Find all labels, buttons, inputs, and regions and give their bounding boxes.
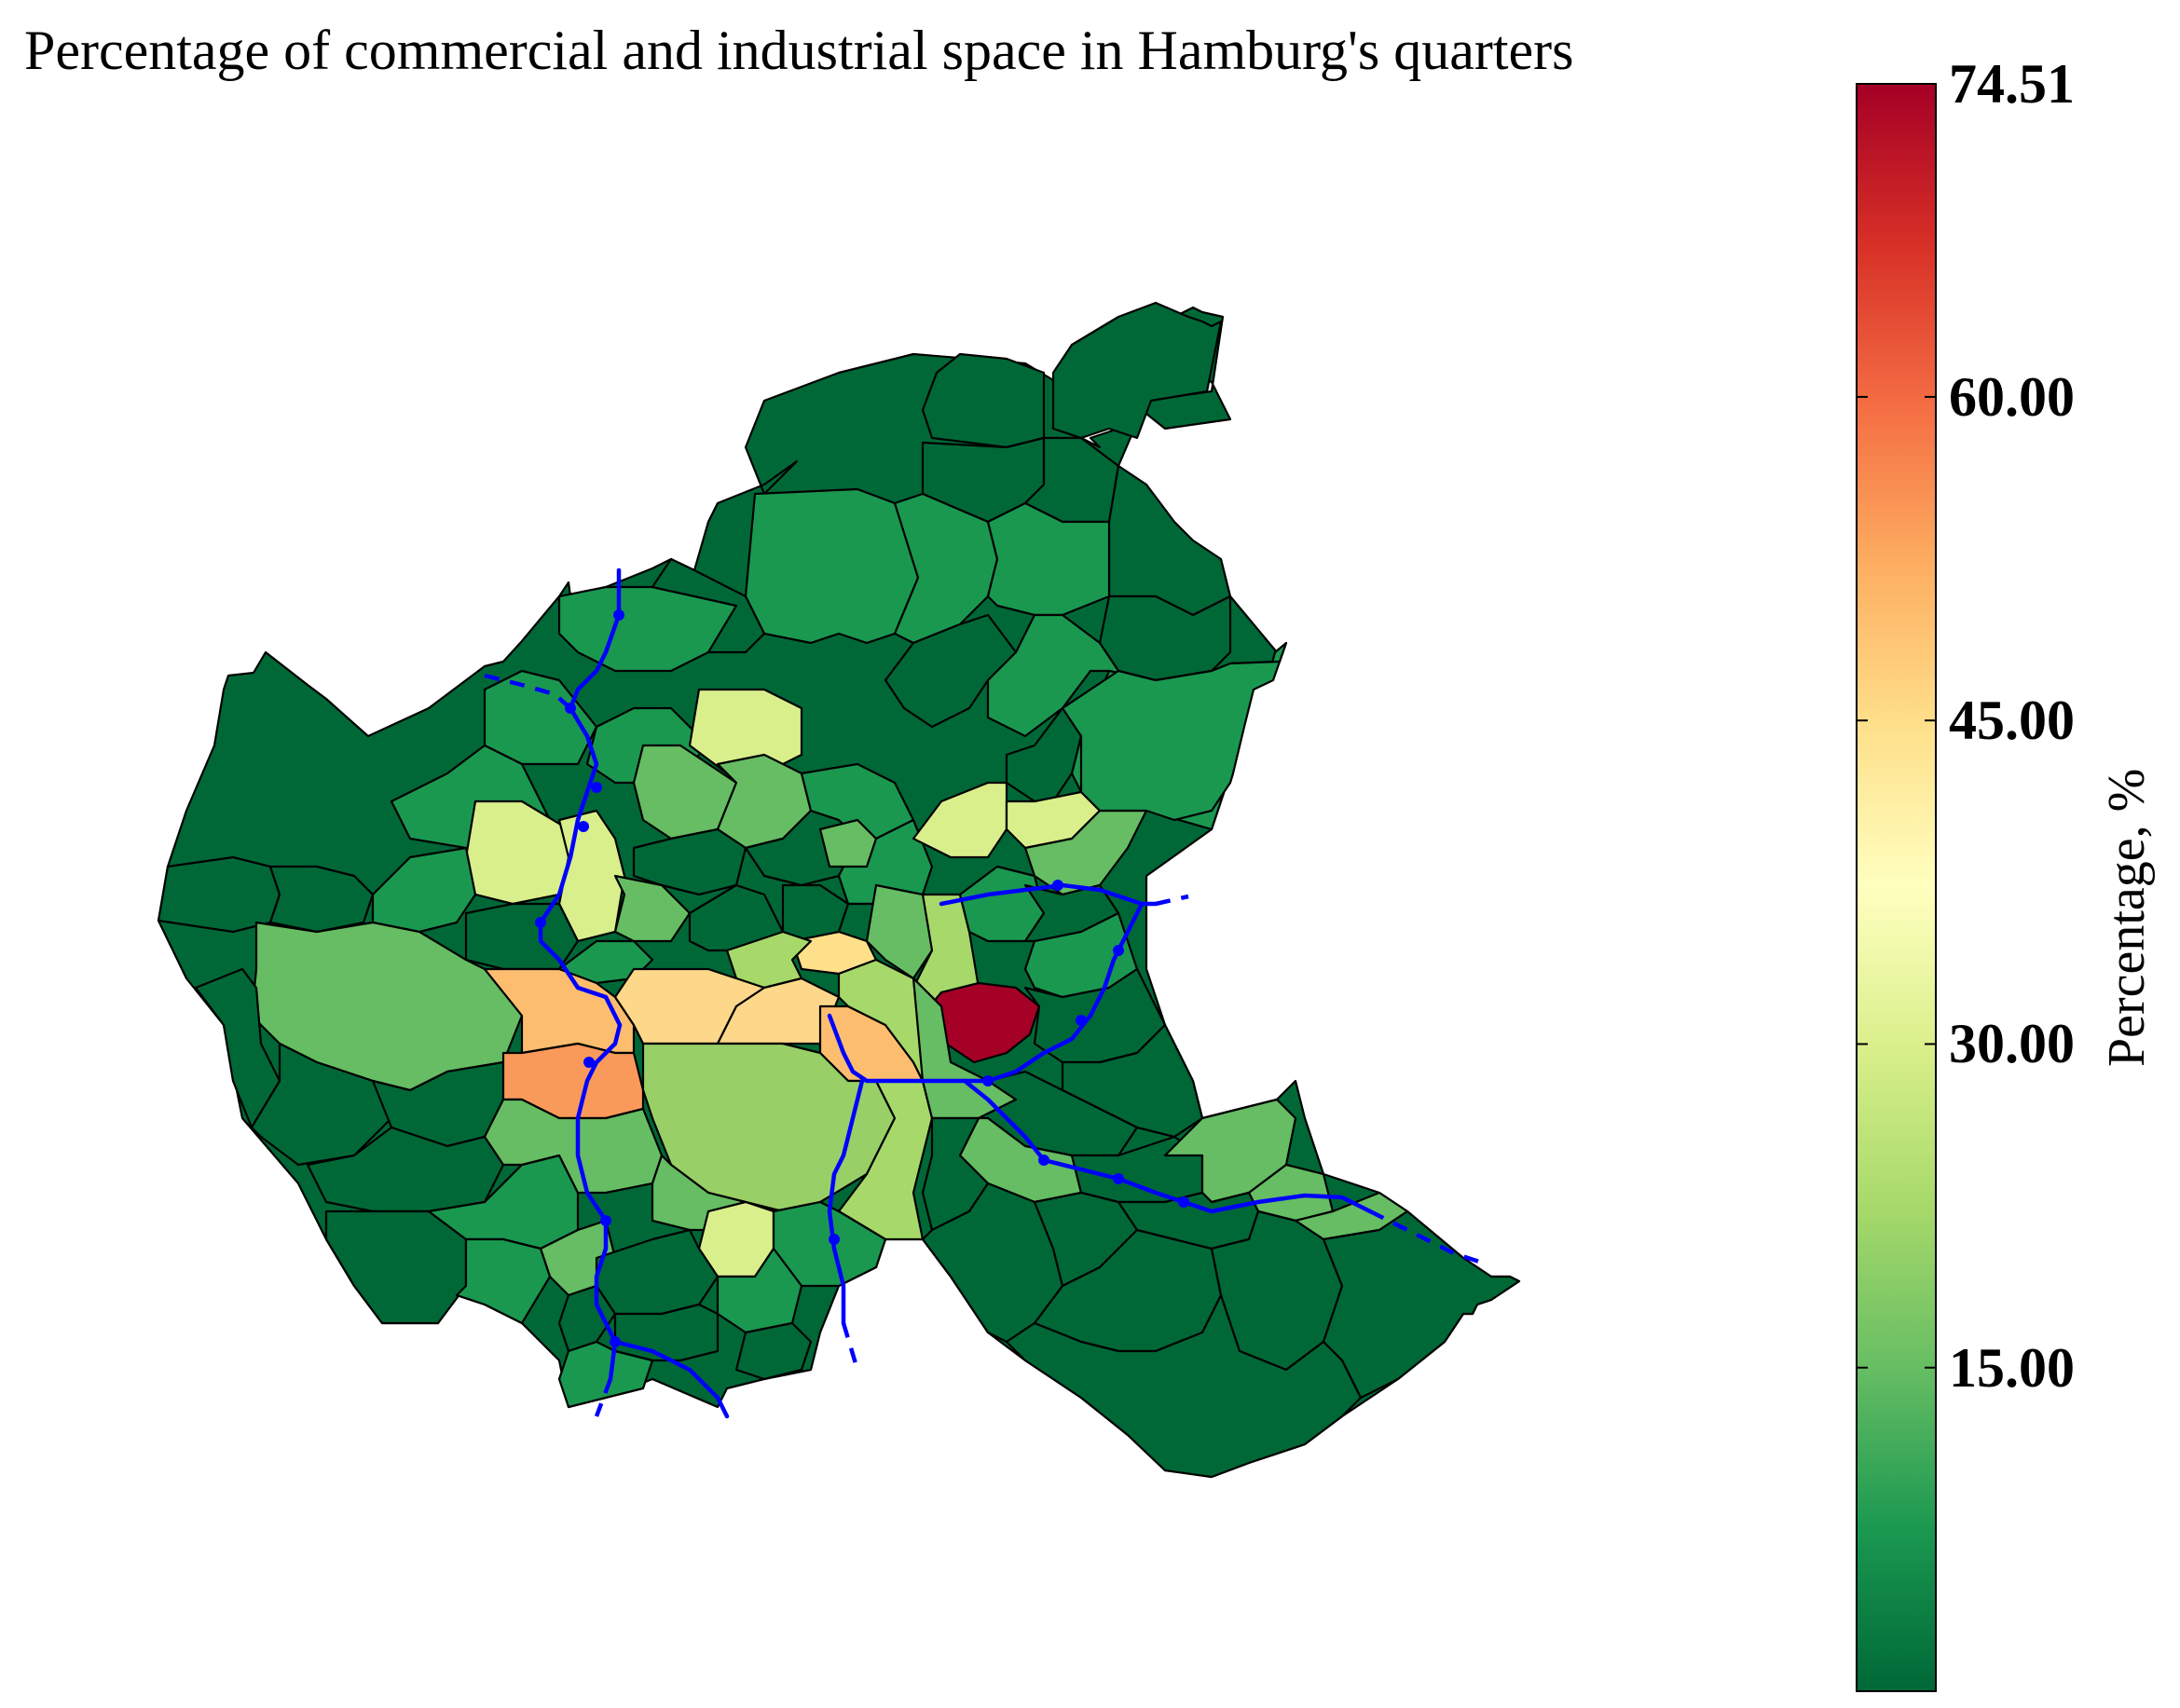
quarter-north-2 (1051, 301, 1223, 440)
quarter-north-1 (921, 352, 1046, 449)
colorbar-ticks (1857, 83, 1936, 1369)
junction-dot (583, 1057, 595, 1068)
quarter-west-11 (324, 1209, 468, 1325)
colorbar (1856, 83, 1937, 1692)
motorway-a7-south (594, 1378, 613, 1417)
junction-dot (600, 1215, 611, 1226)
quarter-west-2 (268, 865, 375, 934)
colorbar-tick-label: 45.00 (1949, 690, 2075, 752)
quarter-harbour-west (483, 967, 636, 1055)
junction-dot (1052, 880, 1063, 891)
quarter-north-6 (744, 487, 925, 645)
motorway-a1-south (827, 1078, 865, 1326)
junctions (535, 609, 1189, 1347)
colorbar-label: Percentage, % (2098, 768, 2156, 1067)
quarter-south-9 (557, 1340, 654, 1409)
junction-dot (1038, 1155, 1049, 1166)
motorway-a25 (962, 1078, 1373, 1214)
quarter-inner-10 (818, 818, 878, 868)
map-title: Percentage of commercial and industrial … (24, 20, 1574, 81)
quarter-south-8 (613, 1303, 720, 1362)
junction-dot (613, 609, 624, 621)
quarter-north-5 (1107, 464, 1232, 617)
junction-dot (1178, 1196, 1189, 1208)
motorway-a1-north (939, 882, 1159, 907)
motorway-a7-branch (612, 1339, 730, 1419)
quarter-south-10 (734, 1321, 813, 1381)
motorway-a1 (827, 901, 1145, 1084)
quarters (157, 301, 1521, 1479)
quarter-north-9 (1098, 594, 1232, 682)
quarter-inner-17 (912, 781, 1008, 859)
colorbar-tick-label: 30.00 (1949, 1013, 2075, 1075)
junction-dot (578, 821, 589, 832)
quarter-south-7 (716, 1247, 803, 1334)
junction-dot (565, 703, 576, 714)
junction-dot (1113, 1173, 1124, 1184)
junction-dot (591, 782, 602, 793)
colorbar-tick-label: 60.00 (1949, 365, 2075, 428)
junction-dot (610, 1336, 621, 1347)
motorway-a1-south-ext (841, 1322, 860, 1371)
quarter-inner-19 (1023, 809, 1148, 896)
colorbar-tick-label: 15.00 (1949, 1336, 2075, 1399)
junction-dot (1113, 945, 1124, 956)
junction-dot (535, 917, 546, 928)
quarter-west-1 (157, 855, 281, 934)
quarter-south-1 (483, 1098, 664, 1195)
quarter-north-7 (893, 492, 999, 645)
colorbar-gradient (1856, 83, 1937, 1692)
quarter-ne-large (1061, 660, 1282, 822)
quarter-north-10 (884, 613, 1018, 729)
junction-dot (1076, 1015, 1087, 1026)
quarter-west-14 (455, 1237, 552, 1325)
motorway-a25-ext (1368, 1209, 1483, 1265)
quarter-inner-5 (613, 874, 692, 943)
quarter-se-8 (1005, 1293, 1363, 1479)
motorway-a1-north-ext (1155, 894, 1189, 907)
junction-dot (982, 1075, 994, 1086)
colorbar-tick-label: 74.51 (1949, 53, 2075, 115)
quarter-nw-2 (651, 557, 766, 654)
junction-dot (829, 1234, 840, 1245)
motorway-a7-north (484, 673, 572, 710)
